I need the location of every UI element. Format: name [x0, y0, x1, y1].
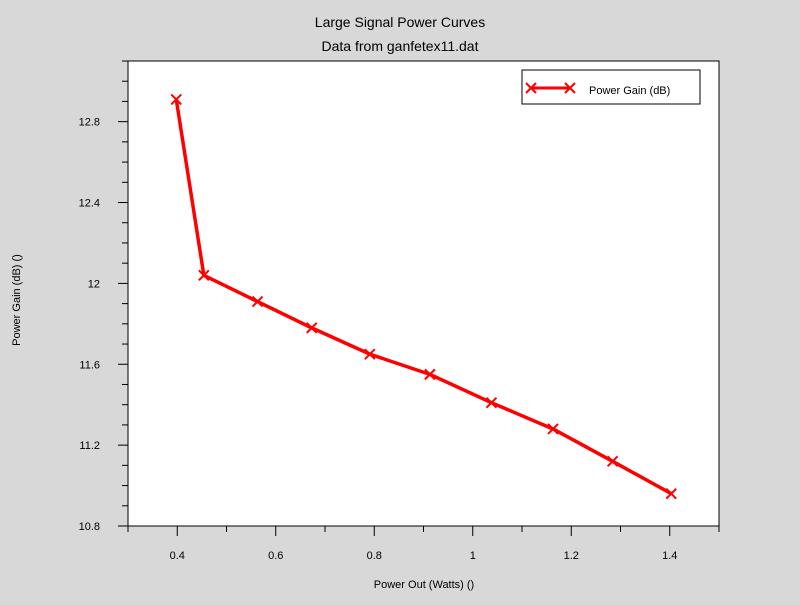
series-line — [174, 99, 673, 496]
point-marker-stroke — [547, 423, 559, 435]
data-point — [485, 396, 498, 409]
x-tick-label: 0.4 — [170, 550, 185, 562]
data-point — [606, 455, 619, 468]
point-marker-stroke — [198, 269, 210, 282]
point-marker-stroke — [485, 396, 498, 409]
x-axis-label: Power Out (Watts) () — [374, 579, 474, 591]
y-tick-label: 10.8 — [79, 521, 100, 533]
x-tick-label: 0.8 — [367, 550, 382, 562]
data-point — [251, 295, 264, 308]
y-tick-label: 12 — [88, 278, 100, 290]
y-tick-label: 12.8 — [79, 117, 100, 129]
data-point — [665, 487, 677, 500]
legend-marker-stroke — [564, 82, 576, 94]
y-tick-label: 12.4 — [79, 198, 100, 210]
point-marker-stroke — [665, 487, 677, 500]
x-axis: 0.4 0.6 0.8 1 1.2 1.4 — [170, 526, 677, 562]
legend-marker — [525, 82, 537, 94]
legend-markers — [525, 82, 576, 94]
minor-ticks — [122, 60, 720, 532]
legend-label: Power Gain (dB) — [589, 85, 670, 97]
point-marker-stroke — [364, 348, 376, 360]
x-tick-label: 1.4 — [662, 550, 677, 562]
point-marker-stroke — [251, 295, 264, 308]
x-tick-label: 1.2 — [564, 550, 579, 562]
y-tick-label: 11.2 — [79, 440, 100, 452]
x-tick-label: 0.6 — [268, 550, 283, 562]
chart-subtitle: Data from ganfetex11.dat — [322, 38, 479, 54]
data-point — [547, 423, 559, 435]
point-marker-stroke — [424, 368, 436, 381]
data-point — [198, 269, 210, 282]
plot-area — [127, 60, 720, 527]
y-axis-label: Power Gain (dB) () — [11, 254, 23, 346]
data-point — [305, 322, 318, 334]
data-point — [170, 93, 182, 106]
legend-marker — [564, 82, 576, 94]
legend-marker-stroke — [525, 82, 537, 94]
chart-title: Large Signal Power Curves — [315, 14, 485, 30]
data-point — [364, 348, 376, 360]
x-tick-label: 1 — [470, 550, 476, 562]
data-point — [424, 368, 436, 381]
point-marker-stroke — [170, 93, 182, 106]
y-axis: 10.8 11.2 11.6 12 12.4 12.8 — [79, 117, 128, 533]
point-marker-stroke — [606, 455, 619, 468]
legend: Power Gain (dB) — [521, 69, 701, 105]
point-marker-stroke — [305, 322, 318, 334]
y-tick-label: 11.6 — [79, 359, 100, 371]
series-layer — [170, 93, 677, 500]
